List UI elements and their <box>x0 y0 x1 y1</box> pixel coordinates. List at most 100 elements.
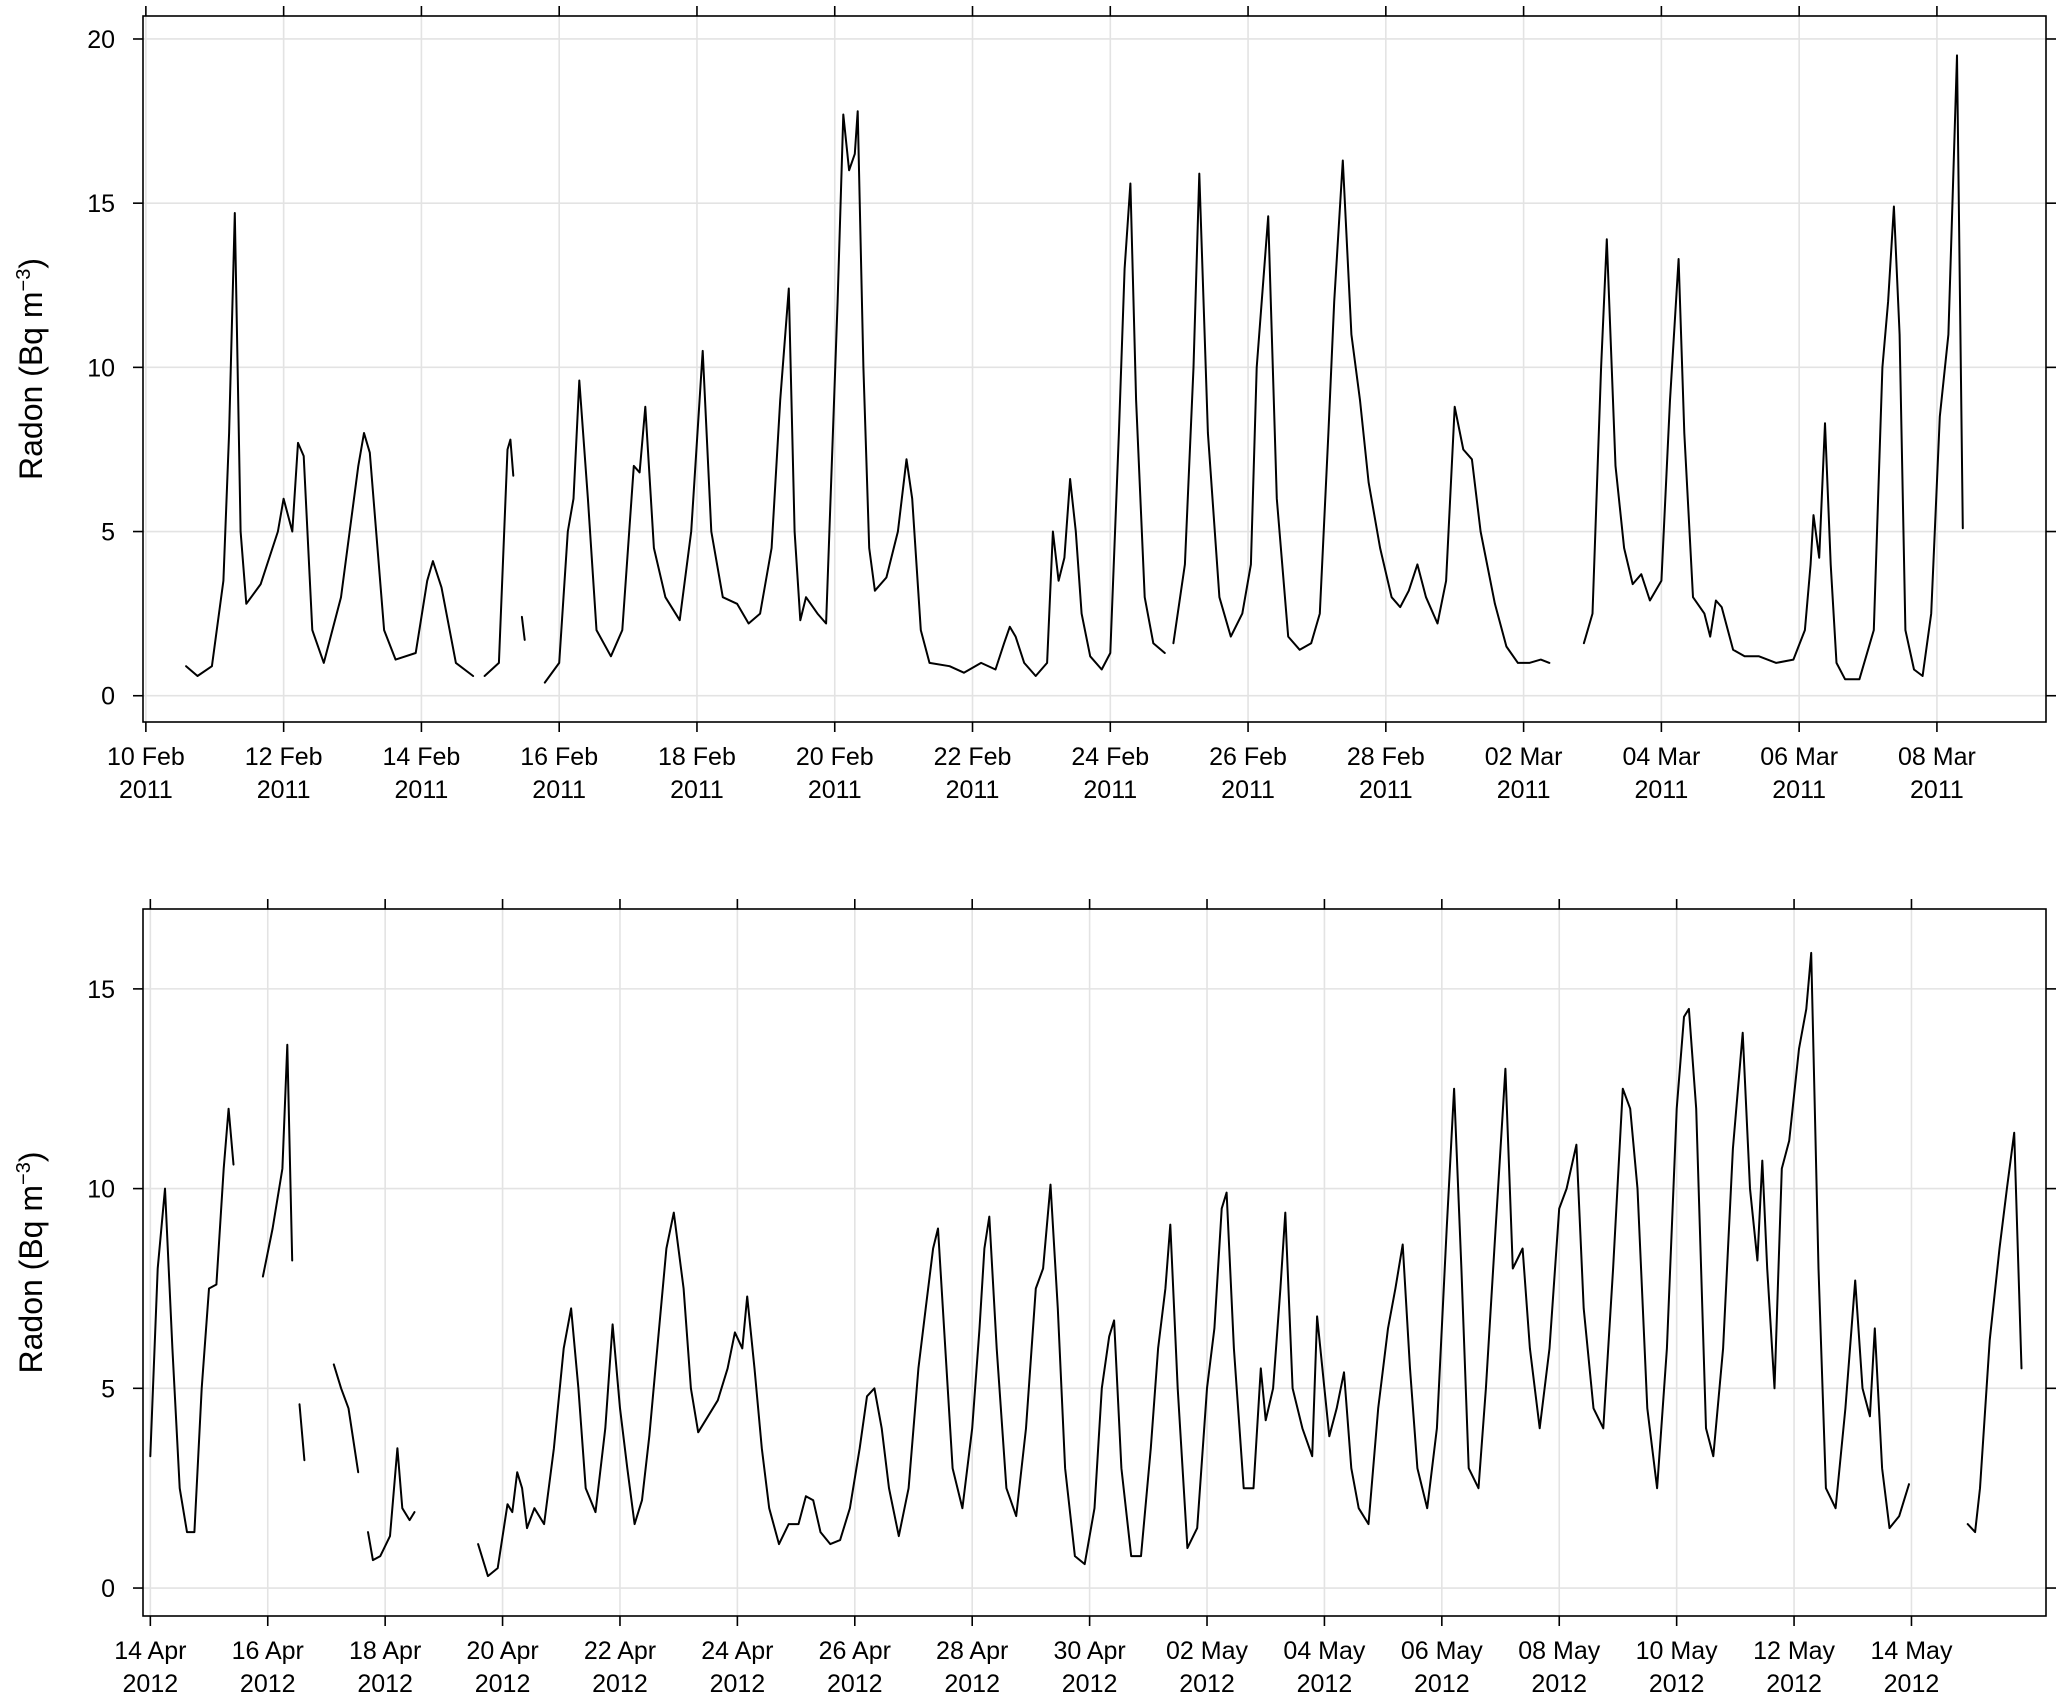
x-tick-label: 16 Feb 2011 <box>520 743 598 804</box>
x-tick-label-line2: 2012 <box>1649 1670 1705 1698</box>
x-tick-label-line1: 16 Feb <box>520 743 598 771</box>
x-tick-label-line1: 04 Mar <box>1622 743 1700 771</box>
series-line-segment <box>483 438 515 677</box>
series-line-segment <box>1172 159 1551 664</box>
x-tick-label-line1: 06 May <box>1401 1637 1483 1665</box>
x-tick-label-line1: 06 Mar <box>1760 743 1838 771</box>
x-tick-label-line2: 2011 <box>532 776 586 804</box>
x-tick-label: 14 Apr 2012 <box>114 1637 186 1698</box>
series-line-segment <box>332 1363 360 1474</box>
x-tick-label-line1: 14 May <box>1870 1637 1952 1665</box>
x-tick-label-line1: 04 May <box>1283 1637 1365 1665</box>
x-tick-label: 20 Apr 2012 <box>466 1637 538 1698</box>
x-tick-label: 18 Feb 2011 <box>658 743 736 804</box>
y-axis-label-name: Radon (Bq m <box>13 1185 49 1374</box>
x-tick-label-line2: 2012 <box>1414 1670 1470 1698</box>
x-tick-label-line2: 2012 <box>357 1670 413 1698</box>
x-tick-label: 10 Feb 2011 <box>107 743 185 804</box>
x-tick-label-line1: 14 Apr <box>114 1637 186 1665</box>
x-tick-label: 06 Mar 2011 <box>1760 743 1838 804</box>
x-tick-label-line2: 2011 <box>1083 776 1137 804</box>
x-tick-label: 14 May 2012 <box>1870 1637 1952 1698</box>
x-tick-label-line2: 2011 <box>395 776 449 804</box>
x-tick-label: 16 Apr 2012 <box>232 1637 304 1698</box>
x-tick-label: 22 Feb 2011 <box>934 743 1012 804</box>
x-tick-label-line2: 2012 <box>1531 1670 1587 1698</box>
x-tick-label-line2: 2012 <box>1179 1670 1235 1698</box>
x-tick-label-line1: 14 Feb <box>382 743 460 771</box>
x-tick-label: 22 Apr 2012 <box>584 1637 656 1698</box>
x-tick-label-line2: 2012 <box>123 1670 179 1698</box>
y-axis-label: Radon (Bq m−3) <box>13 1152 49 1374</box>
x-tick-label-line1: 30 Apr <box>1053 1637 1125 1665</box>
x-tick-label-line1: 18 Apr <box>349 1637 421 1665</box>
y-tick-label: 10 <box>87 354 115 382</box>
x-tick-label-line1: 20 Feb <box>796 743 874 771</box>
x-tick-label-line2: 2012 <box>944 1670 1000 1698</box>
x-tick-label-line2: 2012 <box>1297 1670 1353 1698</box>
x-tick-label-line1: 08 Mar <box>1898 743 1976 771</box>
x-tick-label-line1: 22 Feb <box>934 743 1012 771</box>
x-tick-label-line2: 2011 <box>257 776 311 804</box>
x-tick-label-line1: 12 Feb <box>245 743 323 771</box>
x-tick-label-line1: 22 Apr <box>584 1637 656 1665</box>
y-tick-label: 0 <box>101 683 115 711</box>
y-tick-label: 10 <box>87 1176 115 1204</box>
series-line-segment <box>1582 54 1964 681</box>
x-tick-label-line2: 2012 <box>1766 1670 1822 1698</box>
x-tick-label-line2: 2011 <box>119 776 173 804</box>
x-tick-label-line2: 2011 <box>670 776 724 804</box>
x-tick-label: 04 Mar 2011 <box>1622 743 1700 804</box>
x-tick-label-line1: 24 Feb <box>1071 743 1149 771</box>
x-tick-label-line2: 2012 <box>1884 1670 1940 1698</box>
x-tick-label-line2: 2012 <box>592 1670 648 1698</box>
x-tick-label: 12 Feb 2011 <box>245 743 323 804</box>
x-tick-label: 24 Apr 2012 <box>701 1637 773 1698</box>
x-tick-label-line1: 16 Apr <box>232 1637 304 1665</box>
y-tick-label: 15 <box>87 976 115 1004</box>
x-tick-label: 14 Feb 2011 <box>382 743 460 804</box>
x-tick-label: 20 Feb 2011 <box>796 743 874 804</box>
series-line-segment <box>261 1043 294 1278</box>
x-tick-label-line1: 28 Apr <box>936 1637 1008 1665</box>
x-tick-label-line1: 12 May <box>1753 1637 1835 1665</box>
x-tick-label: 30 Apr 2012 <box>1053 1637 1125 1698</box>
y-axis-label-exponent: −3 <box>13 269 35 292</box>
x-tick-label-line1: 18 Feb <box>658 743 736 771</box>
x-tick-label-line1: 02 Mar <box>1485 743 1563 771</box>
y-axis-label-close: ) <box>13 1152 49 1163</box>
x-tick-label-line1: 26 Apr <box>819 1637 891 1665</box>
x-tick-label-line1: 10 May <box>1636 1637 1718 1665</box>
plot-frame <box>142 15 2047 723</box>
panel-2011: 10 Feb 2011 12 Feb 2011 14 Feb 2011 16 Feb 2011… <box>13 6 2056 804</box>
x-tick-label: 24 Feb 2011 <box>1071 743 1149 804</box>
x-tick-label: 26 Feb 2011 <box>1209 743 1287 804</box>
y-axis-label-close: ) <box>13 258 49 269</box>
y-tick-label: 15 <box>87 190 115 218</box>
x-tick-label-line2: 2011 <box>1359 776 1413 804</box>
x-tick-label-line2: 2011 <box>808 776 862 804</box>
x-tick-label-line1: 24 Apr <box>701 1637 773 1665</box>
x-tick-label: 08 Mar 2011 <box>1898 743 1976 804</box>
series-line-segment <box>185 212 475 677</box>
x-tick-label-line2: 2011 <box>1772 776 1826 804</box>
x-tick-label-line2: 2012 <box>475 1670 531 1698</box>
x-tick-label: 26 Apr 2012 <box>819 1637 891 1698</box>
x-tick-label: 08 May 2012 <box>1518 1637 1600 1698</box>
x-tick-label-line1: 10 Feb <box>107 743 185 771</box>
x-tick-label-line2: 2011 <box>1221 776 1275 804</box>
y-tick-label: 20 <box>87 26 115 54</box>
x-tick-label-line1: 02 May <box>1166 1637 1248 1665</box>
x-tick-label: 02 Mar 2011 <box>1485 743 1563 804</box>
x-tick-label-line2: 2011 <box>946 776 1000 804</box>
x-tick-label: 10 May 2012 <box>1636 1637 1718 1698</box>
series-line-segment <box>543 110 1166 684</box>
x-tick-label: 18 Apr 2012 <box>349 1637 421 1698</box>
y-tick-label: 5 <box>101 519 115 547</box>
x-tick-label: 12 May 2012 <box>1753 1637 1835 1698</box>
series-line-segment <box>367 1447 416 1562</box>
series-line-segment <box>298 1403 306 1462</box>
x-tick-label-line1: 28 Feb <box>1347 743 1425 771</box>
x-tick-label-line2: 2011 <box>1497 776 1551 804</box>
